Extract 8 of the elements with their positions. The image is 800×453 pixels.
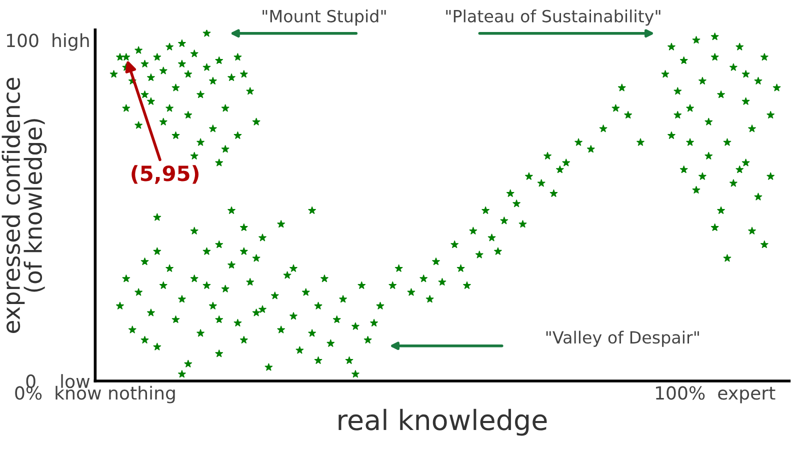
annotation: "Valley of Despair" <box>546 330 699 347</box>
y-tick-label: 100 high <box>7 33 89 51</box>
text: "Plateau of Sustainability" <box>446 10 660 26</box>
text: "Mount Stupid" <box>262 10 386 26</box>
x-axis-title: real knowledge <box>338 408 547 436</box>
y-axis-title: expressed confidence (of knowledge) <box>2 78 47 333</box>
annotation: (5,95) <box>132 165 199 184</box>
x-tick-label: 100% expert <box>656 386 776 404</box>
